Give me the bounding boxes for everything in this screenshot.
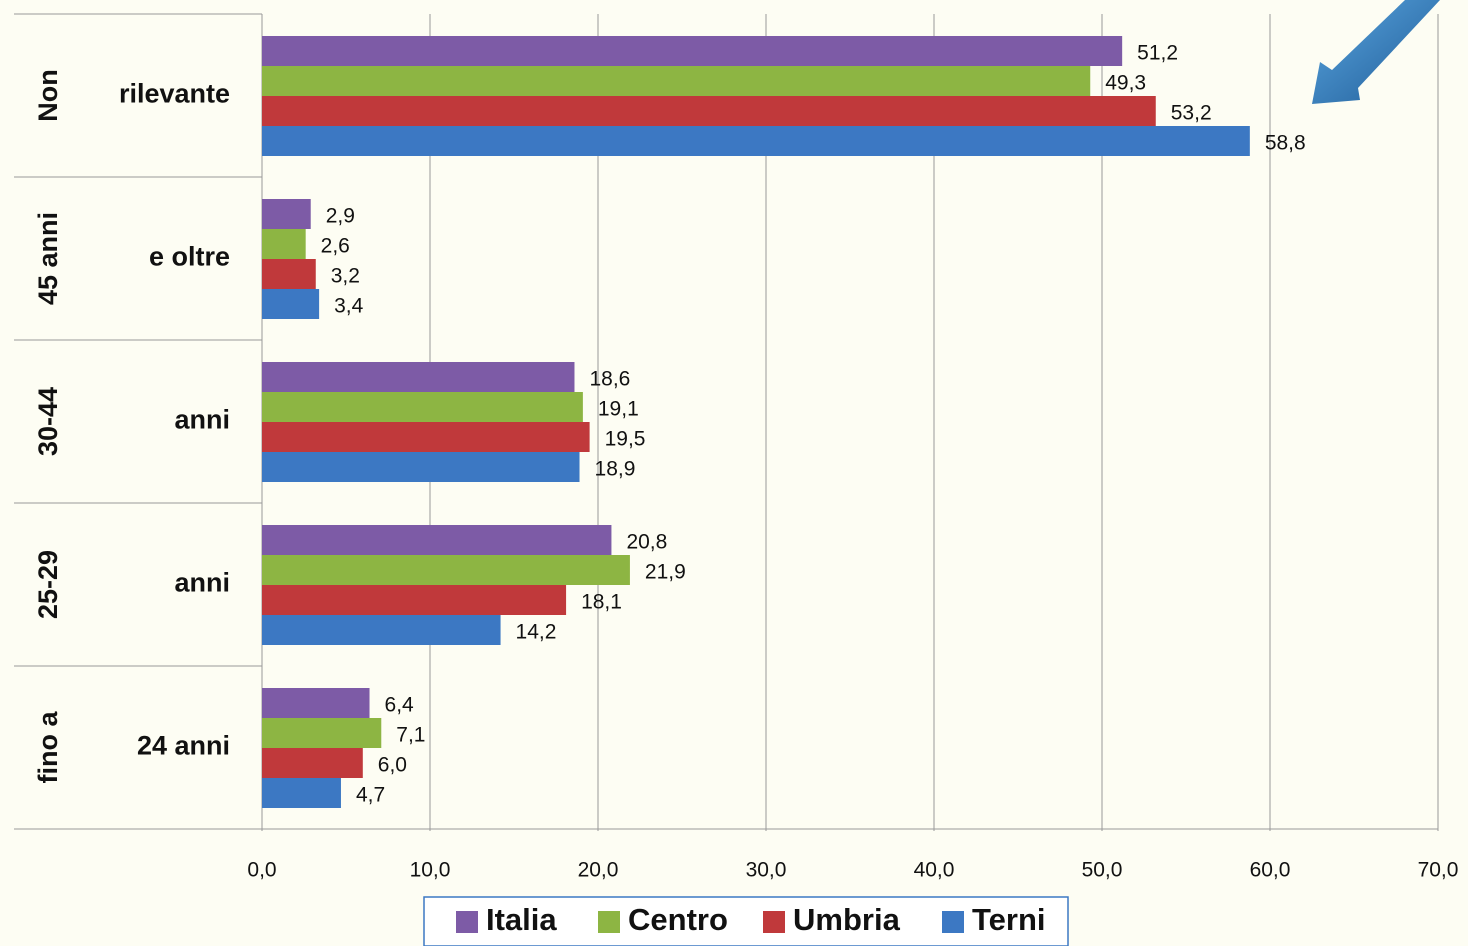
- category-label: e oltre: [149, 242, 230, 272]
- x-tick-label: 20,0: [578, 859, 619, 882]
- legend-label: Centro: [628, 902, 728, 937]
- value-label: 18,9: [595, 458, 636, 481]
- value-label: 58,8: [1265, 132, 1306, 155]
- value-label: 18,6: [589, 368, 630, 391]
- category-label: 45 anni: [33, 212, 63, 305]
- bar: [262, 525, 612, 555]
- value-label: 53,2: [1171, 102, 1212, 125]
- x-tick-label: 0,0: [247, 859, 276, 882]
- bar: [262, 36, 1123, 66]
- bar: [262, 615, 501, 645]
- bar: [262, 718, 382, 748]
- category-label: 25-29: [33, 550, 63, 619]
- value-label: 6,0: [378, 754, 407, 777]
- legend-swatch: [456, 911, 478, 933]
- category-label: 30-44: [33, 387, 63, 456]
- bar: [262, 748, 363, 778]
- value-label: 6,4: [385, 694, 415, 717]
- bar: [262, 452, 580, 482]
- x-tick-label: 70,0: [1418, 859, 1459, 882]
- value-label: 19,5: [605, 428, 646, 451]
- bar: [262, 555, 630, 585]
- value-label: 4,7: [356, 784, 385, 807]
- bar: [262, 688, 370, 718]
- x-tick-label: 50,0: [1082, 859, 1123, 882]
- x-tick-label: 60,0: [1250, 859, 1291, 882]
- legend-swatch: [763, 911, 785, 933]
- category-label: 24 anni: [137, 731, 230, 761]
- bar: [262, 362, 575, 392]
- category-label: anni: [174, 568, 230, 598]
- legend-label: Terni: [972, 902, 1046, 937]
- bar: [262, 778, 341, 808]
- value-label: 3,4: [334, 295, 364, 318]
- value-label: 21,9: [645, 561, 686, 584]
- arrow-icon: [1312, 0, 1440, 104]
- bar: [262, 199, 311, 229]
- value-label: 49,3: [1105, 72, 1146, 95]
- x-tick-label: 10,0: [410, 859, 451, 882]
- bar: [262, 229, 306, 259]
- value-label: 2,6: [321, 235, 350, 258]
- value-label: 14,2: [516, 621, 557, 644]
- bar: [262, 126, 1250, 156]
- category-label: rilevante: [119, 79, 230, 109]
- bar: [262, 289, 320, 319]
- legend-label: Italia: [486, 902, 557, 937]
- legend-label: Umbria: [793, 902, 901, 937]
- value-label: 7,1: [396, 724, 425, 747]
- value-label: 3,2: [331, 265, 360, 288]
- value-label: 18,1: [581, 591, 622, 614]
- legend-swatch: [598, 911, 620, 933]
- legend-swatch: [942, 911, 964, 933]
- bar: [262, 392, 583, 422]
- bar: [262, 259, 316, 289]
- category-label: fino a: [33, 711, 63, 784]
- bar: [262, 585, 567, 615]
- bar: [262, 422, 590, 452]
- value-label: 51,2: [1137, 42, 1178, 65]
- x-tick-label: 40,0: [914, 859, 955, 882]
- bar: [262, 96, 1156, 126]
- value-label: 19,1: [598, 398, 639, 421]
- category-label: anni: [174, 405, 230, 435]
- value-label: 20,8: [626, 531, 667, 554]
- category-label: Non: [33, 69, 63, 121]
- value-label: 2,9: [326, 205, 355, 228]
- bar: [262, 66, 1091, 96]
- x-tick-label: 30,0: [746, 859, 787, 882]
